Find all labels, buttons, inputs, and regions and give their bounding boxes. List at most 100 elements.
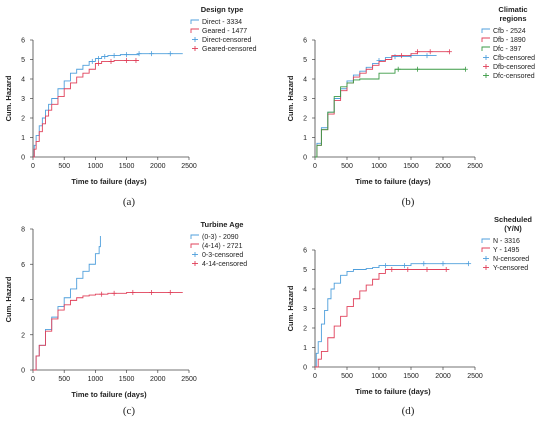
y-tick-label: 0 [21, 155, 25, 162]
x-tick-label: 2500 [467, 163, 483, 170]
legend-swatch [190, 243, 199, 248]
chart-panel-1: 0 500 1000 1500 2000 2500 0 1 2 3 4 5 6 Time to failu… [4, 5, 257, 208]
x-tick-label: 0 [313, 163, 317, 170]
series-line-1 [33, 53, 183, 158]
x-tick-label: 0 [31, 376, 35, 383]
y-tick-label: 5 [303, 267, 307, 274]
y-tick-label: 0 [303, 155, 307, 162]
y-tick-label: 1 [303, 345, 307, 352]
y-tick-label: 6 [303, 248, 307, 255]
x-tick-label: 2000 [150, 376, 166, 383]
chart-panel-4: 0 500 1000 1500 2000 2500 0 1 2 3 4 5 6 Time to failu… [286, 215, 532, 417]
x-tick-label: 1000 [371, 163, 387, 170]
legend-swatch [481, 247, 490, 252]
series-line-2 [315, 51, 450, 158]
series-line-2 [33, 60, 140, 158]
legend-label: Cfb - 2524 [493, 28, 526, 35]
legend-label: (4-14) - 2721 [202, 243, 243, 250]
legend-title: Turbine Age [201, 220, 244, 229]
y-tick-label: 6 [303, 38, 307, 45]
panel-caption: (b) [402, 196, 415, 208]
legend-title: regions [499, 14, 526, 23]
x-tick-label: 2000 [150, 163, 166, 170]
series-line-1 [315, 55, 437, 158]
y-tick-label: 1 [303, 135, 307, 142]
legend-label: Y - 1495 [493, 247, 519, 254]
y-tick-label: 2 [303, 116, 307, 123]
y-tick-label: 4 [21, 77, 25, 84]
y-axis-label: Cum. Hazard [286, 285, 295, 331]
legend-label: Direct-censored [202, 37, 252, 44]
legend-label: N-censored [493, 256, 529, 263]
y-tick-label: 3 [303, 306, 307, 313]
legend-label: Dfb-censored [493, 64, 535, 71]
y-tick-label: 4 [303, 77, 307, 84]
series-line-2 [315, 269, 450, 368]
x-axis-label: Time to failure (days) [355, 387, 431, 396]
panel-caption: (a) [123, 196, 136, 208]
y-axis-label: Cum. Hazard [286, 75, 295, 121]
legend-swatch [190, 234, 199, 239]
y-tick-label: 6 [21, 262, 25, 269]
series-line-2 [33, 292, 183, 371]
legend-label: Dfc - 397 [493, 46, 522, 53]
x-tick-label: 2500 [181, 376, 197, 383]
legend-title: Scheduled [494, 215, 532, 224]
legend-label: Dfb - 1890 [493, 37, 526, 44]
x-axis-label: Time to failure (days) [71, 390, 147, 399]
x-tick-label: 1500 [119, 376, 135, 383]
legend-title: (Y/N) [504, 224, 522, 233]
y-tick-label: 3 [21, 96, 25, 103]
y-tick-label: 4 [303, 287, 307, 294]
x-tick-label: 0 [313, 373, 317, 380]
legend-label: Cfb-censored [493, 55, 535, 62]
x-tick-label: 500 [58, 163, 70, 170]
legend-label: (0-3) - 2090 [202, 234, 239, 241]
legend-label: Direct - 3334 [202, 19, 242, 26]
chart-panel-2: 0 500 1000 1500 2000 2500 0 1 2 3 4 5 6 Time to failu… [286, 5, 535, 208]
y-tick-label: 1 [21, 135, 25, 142]
x-tick-label: 1000 [88, 163, 104, 170]
x-tick-label: 2500 [181, 163, 197, 170]
x-tick-label: 1000 [88, 376, 104, 383]
x-tick-label: 2000 [435, 163, 451, 170]
legend-swatch [190, 28, 199, 33]
legend-label: Geared - 1477 [202, 28, 247, 35]
legend-label: 4-14-censored [202, 261, 247, 268]
x-axis-label: Time to failure (days) [355, 177, 431, 186]
legend-title: Climatic [498, 5, 527, 14]
y-tick-label: 8 [21, 227, 25, 234]
x-tick-label: 1500 [403, 373, 419, 380]
y-tick-label: 5 [303, 57, 307, 64]
x-tick-label: 1500 [403, 163, 419, 170]
series-line-1 [33, 236, 101, 371]
legend-swatch [481, 238, 490, 243]
y-tick-label: 5 [21, 57, 25, 64]
legend-swatch [190, 19, 199, 24]
legend-swatch [481, 37, 490, 42]
y-tick-label: 0 [21, 368, 25, 375]
x-tick-label: 500 [341, 373, 353, 380]
y-tick-label: 2 [21, 116, 25, 123]
y-tick-label: 4 [21, 297, 25, 304]
x-tick-label: 1500 [119, 163, 135, 170]
legend-swatch [481, 28, 490, 33]
y-axis-label: Cum. Hazard [4, 276, 13, 322]
chart-panel-3: 0 500 1000 1500 2000 2500 0 2 4 6 8 Time to failure… [4, 220, 247, 417]
x-tick-label: 500 [58, 376, 70, 383]
legend-label: Y-censored [493, 265, 528, 272]
series-line-1 [315, 263, 469, 368]
y-tick-label: 2 [21, 332, 25, 339]
y-tick-label: 3 [303, 96, 307, 103]
x-tick-label: 2000 [435, 373, 451, 380]
legend-title: Design type [201, 5, 244, 14]
legend-label: N - 3316 [493, 238, 520, 245]
legend-label: Dfc-censored [493, 73, 535, 80]
series-line-3 [315, 68, 466, 158]
x-axis-label: Time to failure (days) [71, 177, 147, 186]
y-tick-label: 2 [303, 326, 307, 333]
panel-caption: (c) [123, 405, 136, 417]
x-tick-label: 500 [341, 163, 353, 170]
y-axis-label: Cum. Hazard [4, 75, 13, 121]
